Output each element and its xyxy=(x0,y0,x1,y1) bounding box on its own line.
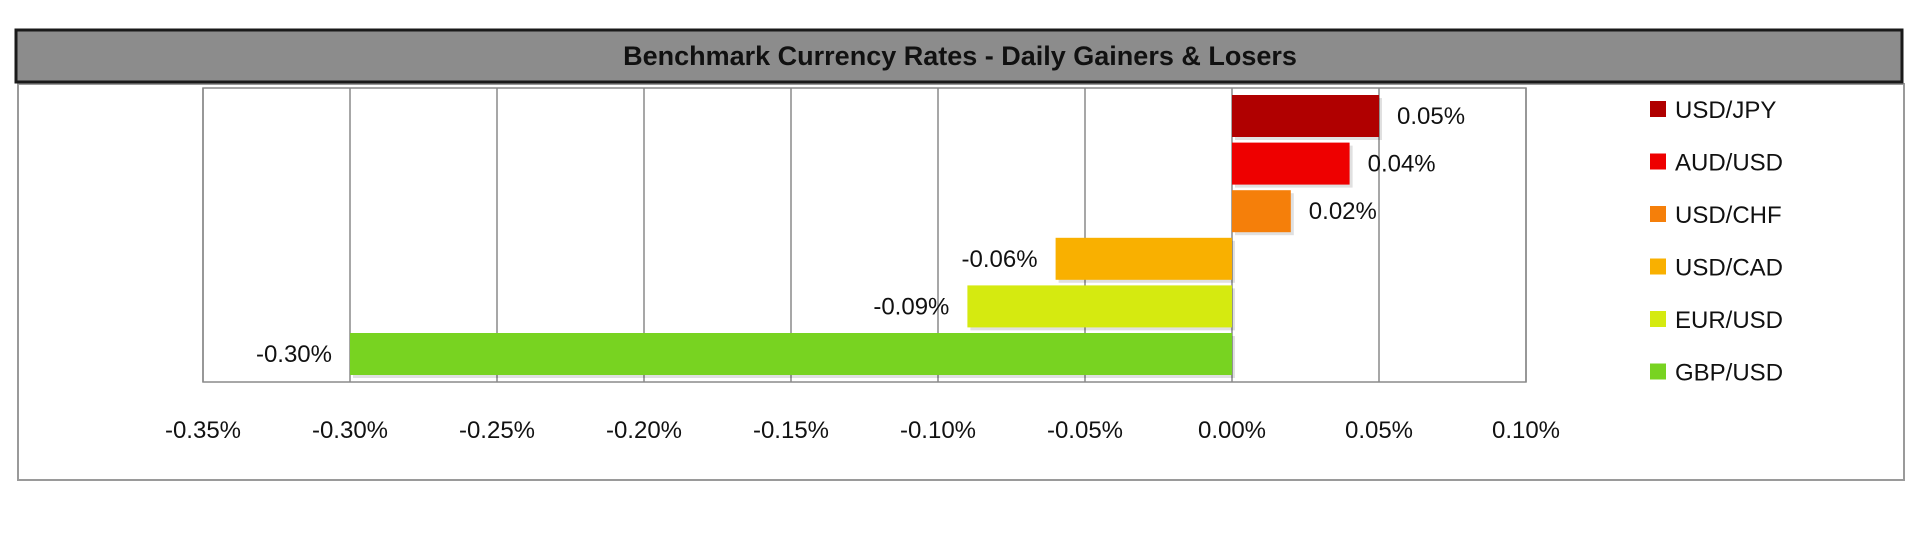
x-tick-label: -0.05% xyxy=(1047,417,1123,444)
x-tick-label: -0.15% xyxy=(753,417,829,444)
legend-label: USD/CAD xyxy=(1675,255,1783,282)
data-label: 0.04% xyxy=(1368,151,1436,178)
legend-swatch xyxy=(1650,311,1666,327)
legend-label: USD/JPY xyxy=(1675,97,1776,124)
data-label: -0.06% xyxy=(962,246,1038,273)
x-tick-label: 0.10% xyxy=(1492,417,1560,444)
x-tick-label: -0.35% xyxy=(165,417,241,444)
x-tick-label: -0.10% xyxy=(900,417,976,444)
chart-frame xyxy=(17,83,1905,481)
x-tick-label: 0.00% xyxy=(1198,417,1266,444)
data-label: -0.09% xyxy=(873,293,949,320)
legend-label: AUD/USD xyxy=(1675,150,1783,177)
legend: USD/JPY AUD/USD USD/CHF USD/CAD EUR/USD GBP/U… xyxy=(1650,97,1783,387)
legend-label: EUR/USD xyxy=(1675,307,1783,334)
legend-label: GBP/USD xyxy=(1675,360,1783,387)
x-tick-label: -0.20% xyxy=(606,417,682,444)
legend-swatch xyxy=(1650,363,1666,380)
bar-usd-chf xyxy=(1232,190,1291,233)
bar-usd-cad xyxy=(1055,237,1232,280)
title-bar xyxy=(14,28,1904,84)
legend-swatch xyxy=(1650,153,1666,170)
legend-swatch xyxy=(1650,206,1666,222)
x-tick-label: 0.05% xyxy=(1345,417,1413,444)
chart-title: Benchmark Currency Rates - Daily Gainers… xyxy=(623,41,1297,71)
bar-eur-usd xyxy=(967,285,1232,328)
legend-swatch xyxy=(1650,258,1666,275)
bar-layer xyxy=(350,95,1382,378)
x-tick-label: -0.30% xyxy=(312,417,388,444)
bar-usd-jpy xyxy=(1232,95,1379,137)
data-label: 0.02% xyxy=(1309,198,1377,225)
tick-layer: -0.35% -0.30% -0.25% -0.20% -0.15% -0.10% -0.0… xyxy=(165,417,1560,444)
bar-gbp-usd xyxy=(350,333,1232,375)
legend-label: USD/CHF xyxy=(1675,202,1782,229)
data-label: -0.30% xyxy=(256,341,332,368)
bar-aud-usd xyxy=(1232,142,1350,185)
x-tick-label: -0.25% xyxy=(459,417,535,444)
data-label: 0.05% xyxy=(1397,103,1465,130)
legend-swatch xyxy=(1650,101,1666,117)
label-layer: 0.05% 0.04% 0.02% -0.06% -0.09% -0.30% xyxy=(256,103,1465,368)
